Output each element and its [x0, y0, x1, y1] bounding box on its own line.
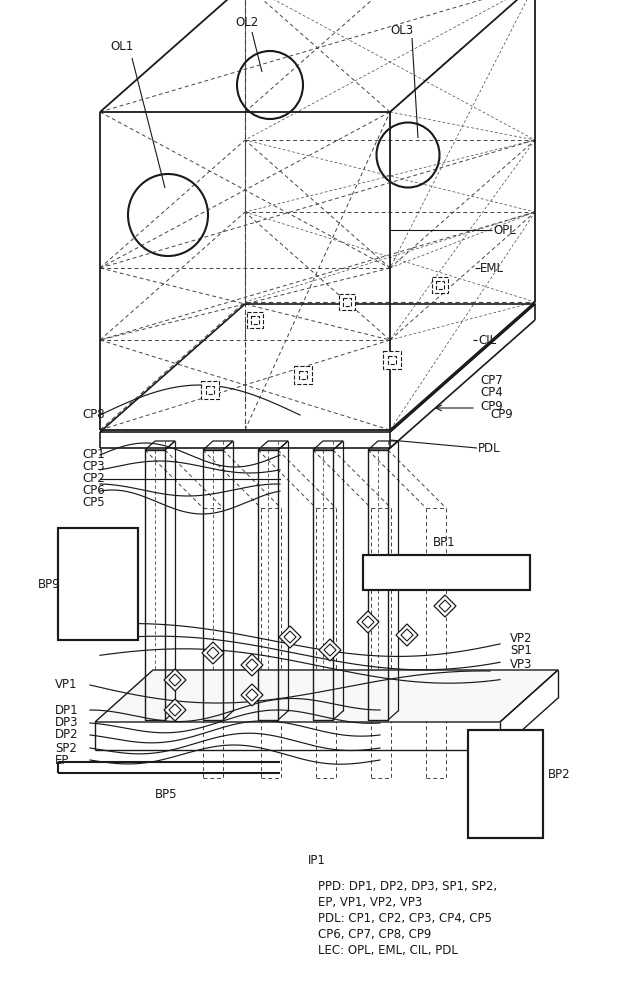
- Text: EP, VP1, VP2, VP3: EP, VP1, VP2, VP3: [318, 896, 422, 909]
- Text: VP2: VP2: [510, 632, 532, 645]
- Text: CP5: CP5: [82, 495, 104, 508]
- Text: DP3: DP3: [55, 716, 78, 730]
- Text: DP1: DP1: [55, 704, 78, 716]
- Text: CP9: CP9: [490, 408, 513, 422]
- Polygon shape: [363, 555, 530, 590]
- Text: DP2: DP2: [55, 728, 78, 742]
- Text: LEC: OPL, EML, CIL, PDL: LEC: OPL, EML, CIL, PDL: [318, 944, 458, 957]
- Bar: [339, 294, 355, 310]
- Text: VP1: VP1: [55, 678, 77, 692]
- Text: EML: EML: [480, 261, 504, 274]
- Text: PPD: DP1, DP2, DP3, SP1, SP2,: PPD: DP1, DP2, DP3, SP1, SP2,: [318, 880, 497, 893]
- Text: PDL: CP1, CP2, CP3, CP4, CP5: PDL: CP1, CP2, CP3, CP4, CP5: [318, 912, 492, 925]
- Polygon shape: [241, 654, 263, 676]
- Bar: [251, 316, 259, 324]
- Text: CP4: CP4: [480, 386, 503, 399]
- Polygon shape: [324, 644, 336, 656]
- Text: CIL: CIL: [478, 334, 496, 347]
- Text: BP2: BP2: [548, 768, 570, 782]
- Polygon shape: [319, 639, 341, 661]
- Bar: [436, 281, 444, 289]
- Polygon shape: [357, 611, 379, 633]
- Text: OL1: OL1: [110, 40, 134, 53]
- Polygon shape: [95, 670, 558, 722]
- Bar: [247, 312, 263, 328]
- Polygon shape: [468, 730, 543, 838]
- Text: BP9: BP9: [38, 578, 61, 590]
- Text: CP6, CP7, CP8, CP9: CP6, CP7, CP8, CP9: [318, 928, 431, 941]
- Text: OL2: OL2: [235, 15, 258, 28]
- Bar: [294, 366, 312, 384]
- Polygon shape: [169, 704, 181, 716]
- Bar: [206, 386, 214, 394]
- Text: OL3: OL3: [390, 23, 413, 36]
- Polygon shape: [246, 689, 258, 701]
- Bar: [201, 381, 219, 399]
- Polygon shape: [169, 674, 181, 686]
- Polygon shape: [241, 684, 263, 706]
- Bar: [383, 351, 401, 369]
- Polygon shape: [284, 631, 296, 643]
- Polygon shape: [58, 528, 138, 640]
- Polygon shape: [246, 659, 258, 671]
- Bar: [388, 356, 396, 364]
- Polygon shape: [439, 600, 451, 612]
- Polygon shape: [279, 626, 301, 648]
- Bar: [299, 371, 307, 379]
- Text: CP1: CP1: [82, 448, 104, 462]
- Text: SP2: SP2: [55, 742, 77, 754]
- Polygon shape: [401, 629, 413, 641]
- Text: CP2: CP2: [82, 473, 104, 486]
- Text: CP3: CP3: [82, 460, 104, 474]
- Polygon shape: [362, 616, 374, 628]
- Text: VP3: VP3: [510, 658, 532, 670]
- Text: CP8: CP8: [82, 408, 104, 422]
- Text: PDL: PDL: [478, 442, 501, 454]
- Polygon shape: [207, 647, 219, 659]
- Polygon shape: [396, 624, 418, 646]
- Text: IP1: IP1: [308, 854, 326, 866]
- Text: EP: EP: [55, 754, 70, 766]
- Polygon shape: [164, 699, 186, 721]
- Text: BP1: BP1: [433, 536, 456, 550]
- Text: BP5: BP5: [155, 788, 177, 802]
- Polygon shape: [434, 595, 456, 617]
- Text: CP7: CP7: [480, 373, 503, 386]
- Text: SP1: SP1: [510, 645, 532, 658]
- Polygon shape: [164, 669, 186, 691]
- Text: OPL: OPL: [493, 224, 516, 236]
- Text: CP6: CP6: [82, 484, 104, 496]
- Bar: [343, 298, 351, 306]
- Text: CP9: CP9: [480, 399, 503, 412]
- Polygon shape: [202, 642, 224, 664]
- Bar: [432, 277, 448, 293]
